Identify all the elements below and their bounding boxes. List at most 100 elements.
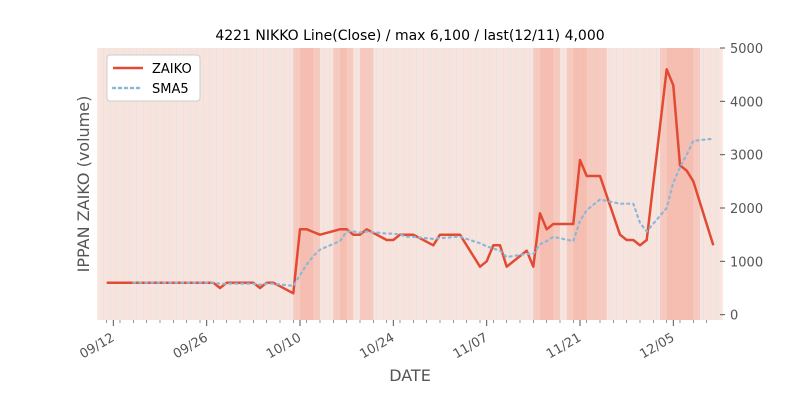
x-axis-title: DATE: [389, 366, 431, 385]
y-tick-label: 5000: [730, 42, 763, 57]
shade-band: [510, 48, 517, 320]
highlight-band: [546, 48, 560, 320]
shade-band: [637, 48, 643, 320]
x-tick-label: 10/10: [264, 330, 304, 362]
shade-band: [717, 48, 723, 320]
shade-band: [517, 48, 523, 320]
y-tick-label: 1000: [730, 255, 763, 270]
x-tick-label: 11/21: [544, 330, 584, 362]
shade-band: [150, 48, 157, 320]
axis-ticks: [106, 47, 725, 326]
highlight-band: [340, 48, 354, 320]
shade-band: [270, 48, 277, 320]
series-line-sma5: [132, 137, 715, 287]
shade-band: [123, 48, 130, 320]
shade-band: [477, 48, 483, 320]
legend-label-sma5: SMA5: [152, 82, 189, 97]
shade-band: [217, 48, 223, 320]
y-tick-label: 2000: [730, 202, 763, 217]
shade-band: [390, 48, 397, 320]
x-tick-label: 09/26: [171, 330, 211, 362]
y-tick-label: 0: [730, 309, 738, 324]
shade-band: [563, 48, 570, 320]
shade-band: [157, 48, 163, 320]
y-axis-title: IPPAN ZAIKO (volume): [74, 96, 93, 273]
shade-band: [163, 48, 170, 320]
shade-band: [210, 48, 217, 320]
shade-band: [430, 48, 437, 320]
legend: ZAIKO SMA5: [106, 54, 201, 102]
shade-band: [237, 48, 243, 320]
shade-band: [137, 48, 143, 320]
shade-band: [410, 48, 417, 320]
shade-band: [117, 48, 123, 320]
shade-band: [703, 48, 710, 320]
shade-band: [203, 48, 210, 320]
highlight-band: [593, 48, 607, 320]
shade-band: [330, 48, 337, 320]
shade-band: [183, 48, 190, 320]
x-axis-labels: 09/12 09/26 10/10 10/24 11/07 11/21 12/05: [77, 330, 677, 362]
shade-band: [497, 48, 503, 320]
x-tick-label: 10/24: [357, 330, 397, 362]
shade-band: [423, 48, 430, 320]
highlight-band: [580, 48, 594, 320]
shade-band: [383, 48, 390, 320]
shade-band: [490, 48, 497, 320]
shade-band: [177, 48, 183, 320]
shade-band: [110, 48, 117, 320]
legend-label-zaiko: ZAIKO: [152, 62, 192, 77]
shade-band: [230, 48, 237, 320]
shade-band: [223, 48, 230, 320]
shade-band: [103, 48, 110, 320]
shade-band: [617, 48, 623, 320]
shade-band: [377, 48, 383, 320]
shade-band: [463, 48, 470, 320]
shade-band: [437, 48, 443, 320]
plot-area: [97, 47, 725, 326]
shade-band: [143, 48, 150, 320]
shade-band: [283, 48, 290, 320]
shade-band: [170, 48, 177, 320]
x-tick-label: 11/07: [451, 330, 491, 362]
shade-band: [523, 48, 530, 320]
shade-band: [243, 48, 250, 320]
y-axis-labels: 0 1000 2000 3000 4000 5000: [730, 42, 763, 324]
shade-band: [457, 48, 463, 320]
x-tick-label: 09/12: [77, 330, 117, 362]
shade-band: [450, 48, 457, 320]
shade-band: [643, 48, 650, 320]
shade-band: [503, 48, 510, 320]
shade-band: [403, 48, 410, 320]
shade-band: [97, 48, 103, 320]
shade-band: [263, 48, 270, 320]
shade-band: [470, 48, 477, 320]
shade-band: [397, 48, 403, 320]
shade-band: [197, 48, 203, 320]
shade-band: [610, 48, 617, 320]
shade-band: [257, 48, 263, 320]
shade-band: [323, 48, 330, 320]
shade-band: [190, 48, 197, 320]
shade-band: [443, 48, 450, 320]
shade-band: [623, 48, 630, 320]
shade-band: [710, 48, 717, 320]
highlight-band: [360, 48, 374, 320]
x-tick-label: 12/05: [637, 330, 677, 362]
y-tick-label: 4000: [730, 95, 763, 110]
shade-band: [417, 48, 423, 320]
legend-box: [106, 54, 201, 102]
highlight-band: [306, 48, 320, 320]
shade-band: [630, 48, 637, 320]
series-lines: [106, 68, 715, 295]
shade-band: [483, 48, 490, 320]
shade-band: [277, 48, 283, 320]
plot-background: [100, 48, 720, 320]
shade-band: [250, 48, 257, 320]
shade-band: [290, 48, 297, 320]
shading-bands: [97, 48, 723, 320]
chart-title: 4221 NIKKO Line(Close) / max 6,100 / las…: [215, 28, 604, 44]
shade-band: [130, 48, 137, 320]
y-tick-label: 3000: [730, 149, 763, 164]
